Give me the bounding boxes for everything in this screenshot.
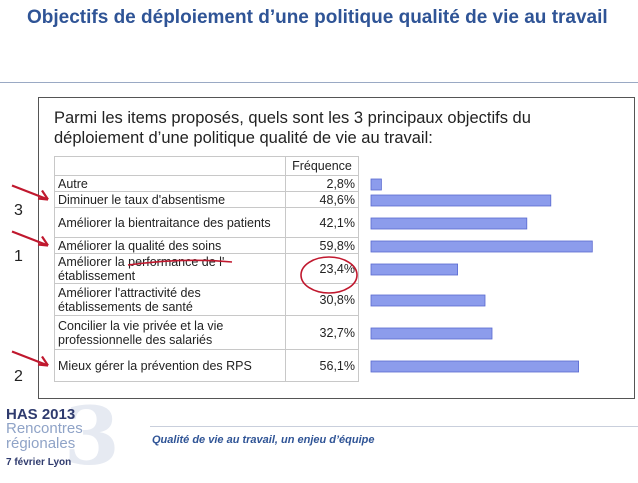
- slide-title: Objectifs de déploiement d’une politique…: [27, 7, 608, 28]
- value-label: 42,1%: [285, 207, 359, 238]
- value-label: 56,1%: [285, 349, 359, 382]
- category-label: Concilier la vie privée et la vie profes…: [54, 315, 286, 350]
- table-row: Améliorer la bientraitance des patients 4…: [54, 207, 359, 238]
- table-header-row: Fréquence: [54, 156, 359, 176]
- bar: [370, 178, 382, 191]
- chart-panel: Parmi les items proposés, quels sont les…: [38, 97, 635, 399]
- category-label: Améliorer la qualité des soins: [54, 237, 286, 254]
- value-label: 23,4%: [285, 253, 359, 284]
- logo-line1: Rencontres: [6, 420, 83, 437]
- title-divider: [0, 82, 638, 83]
- footer-caption: Qualité de vie au travail, un enjeu d’éq…: [152, 434, 375, 446]
- table-row: Améliorer la performance de l' établisse…: [54, 253, 359, 284]
- value-label: 59,8%: [285, 237, 359, 254]
- logo-subtitle: Rencontres régionales: [6, 421, 83, 451]
- frequency-table: Fréquence Autre 2,8% Diminuer le taux d'ab…: [54, 156, 359, 382]
- bar: [370, 327, 493, 340]
- table-row: Améliorer la qualité des soins 59,8%: [54, 237, 359, 254]
- logo-org-name: HAS: [6, 406, 38, 423]
- logo-year: 2013: [41, 406, 76, 423]
- value-label: 48,6%: [285, 191, 359, 208]
- table-row: Mieux gérer la prévention des RPS 56,1%: [54, 349, 359, 382]
- logo-org: HAS 2013: [6, 406, 75, 423]
- bar: [370, 240, 593, 253]
- logo-date-line: 7 février Lyon: [6, 457, 71, 468]
- bar: [370, 263, 458, 276]
- bar: [370, 294, 486, 307]
- footer-divider: [150, 426, 638, 427]
- table-row: Concilier la vie privée et la vie profes…: [54, 315, 359, 350]
- category-label: Améliorer la performance de l' établisse…: [54, 253, 286, 284]
- category-label: Autre: [54, 175, 286, 192]
- chart-title: Parmi les items proposés, quels sont les…: [54, 109, 531, 147]
- rank-number: 2: [14, 367, 23, 385]
- table-row: Diminuer le taux d'absentisme 48,6%: [54, 191, 359, 208]
- rank-number: 1: [14, 247, 23, 265]
- table-header-blank: [54, 156, 286, 176]
- event-logo: 3 HAS 2013 Rencontres régionales 7 févrie…: [4, 396, 129, 476]
- category-label: Mieux gérer la prévention des RPS: [54, 349, 286, 382]
- logo-line2: régionales: [6, 435, 76, 452]
- logo-city: Lyon: [47, 457, 72, 468]
- bar: [370, 360, 580, 373]
- value-label: 30,8%: [285, 283, 359, 316]
- bar: [370, 194, 552, 207]
- value-label: 32,7%: [285, 315, 359, 350]
- category-label: Améliorer l'attractivité des établisseme…: [54, 283, 286, 316]
- frequency-header: Fréquence: [285, 156, 359, 176]
- logo-date: 7 février: [6, 457, 45, 468]
- table-row: Autre 2,8%: [54, 175, 359, 192]
- category-label: Diminuer le taux d'absentisme: [54, 191, 286, 208]
- category-label: Améliorer la bientraitance des patients: [54, 207, 286, 238]
- value-label: 2,8%: [285, 175, 359, 192]
- logo-big-three: 3: [64, 389, 120, 483]
- bar: [370, 217, 528, 230]
- table-row: Améliorer l'attractivité des établisseme…: [54, 283, 359, 316]
- rank-number: 3: [14, 201, 23, 219]
